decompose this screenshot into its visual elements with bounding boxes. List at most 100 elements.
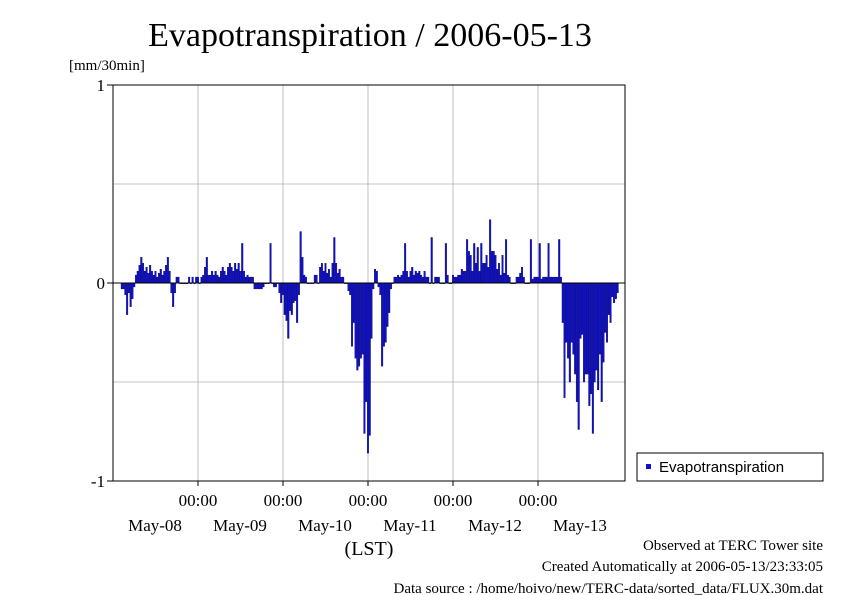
bar	[214, 270, 217, 284]
bar	[315, 274, 318, 284]
bar	[281, 282, 284, 296]
y-axis-unit: [mm/30min]	[69, 58, 145, 74]
bar	[560, 276, 562, 284]
bar	[361, 282, 364, 355]
bar	[563, 282, 566, 398]
bar	[519, 272, 522, 284]
bar	[299, 231, 302, 284]
bar	[466, 239, 469, 284]
bar	[328, 268, 330, 284]
bar	[363, 282, 366, 434]
bar	[537, 276, 539, 284]
bar	[172, 282, 175, 307]
bar	[305, 276, 307, 284]
bar	[515, 276, 518, 284]
bar	[220, 270, 222, 284]
x-date-tick-label: May-09	[213, 516, 267, 535]
x-time-tick-label: 00:00	[519, 491, 558, 510]
bar	[136, 270, 139, 284]
bar	[255, 282, 258, 290]
bar	[324, 263, 327, 284]
bar	[593, 282, 596, 383]
legend-label: Evapotranspiration	[659, 459, 784, 476]
bar	[122, 282, 125, 290]
legend-box	[636, 452, 824, 482]
bar	[598, 282, 601, 355]
x-time-tick-label: 00:00	[434, 491, 473, 510]
bar	[551, 276, 554, 284]
bar	[173, 282, 176, 294]
bar	[131, 282, 134, 299]
bar	[556, 276, 559, 284]
bar	[326, 272, 329, 284]
bar	[480, 243, 483, 284]
bar	[205, 257, 208, 284]
bar	[354, 282, 357, 359]
bar	[152, 274, 155, 284]
bar	[568, 282, 571, 383]
bar	[467, 251, 470, 284]
bar	[434, 276, 437, 284]
bar	[475, 263, 477, 284]
bar	[600, 282, 603, 402]
bar	[460, 268, 463, 284]
bar	[384, 282, 387, 343]
x-date-tick-label: May-13	[553, 516, 607, 535]
bar	[444, 243, 447, 284]
chart-title: Evapotranspiration / 2006-05-13	[148, 17, 592, 54]
bar	[230, 267, 233, 284]
bar	[195, 276, 198, 284]
y-tick-label: 1	[97, 76, 106, 95]
bar	[574, 282, 577, 375]
bar	[294, 282, 297, 301]
bar	[124, 282, 127, 296]
bar	[202, 274, 205, 284]
bar	[168, 270, 171, 284]
bar	[368, 282, 371, 436]
bar	[487, 267, 490, 284]
bar	[613, 282, 616, 303]
bar	[175, 276, 178, 284]
bar	[257, 282, 260, 290]
bar	[614, 282, 617, 299]
bar	[340, 276, 343, 284]
bar	[506, 274, 509, 284]
x-date-tick-label: May-10	[298, 516, 352, 535]
bar	[549, 276, 552, 284]
bar	[561, 282, 564, 323]
bar	[567, 282, 570, 359]
bar	[409, 270, 412, 284]
bar	[126, 282, 129, 315]
x-time-tick-label: 00:00	[179, 491, 218, 510]
bar	[498, 263, 500, 284]
bar	[395, 276, 398, 284]
bar	[606, 282, 608, 343]
bar	[150, 270, 153, 284]
bar	[446, 274, 449, 284]
bar	[473, 243, 476, 284]
x-time-tick-label: 00:00	[264, 491, 303, 510]
bar	[382, 282, 385, 347]
bar	[531, 278, 534, 284]
bar	[611, 282, 614, 298]
bar	[388, 282, 391, 313]
bar	[572, 282, 575, 355]
bar	[390, 282, 392, 290]
bar	[351, 282, 353, 347]
x-date-tick-label: May-12	[468, 516, 522, 535]
bar	[544, 276, 547, 284]
bar	[289, 282, 292, 311]
x-axis-ticks: 00:00 00:00 00:00 00:00 00:00 May-08 May-09 May…	[128, 481, 607, 535]
bar	[170, 282, 173, 294]
bar	[154, 270, 157, 284]
bar	[377, 282, 380, 288]
footer-site: Observed at TERC Tower site	[643, 538, 823, 554]
bar	[159, 268, 162, 284]
bar	[437, 276, 440, 284]
bar	[234, 263, 237, 284]
bar-series	[120, 219, 619, 454]
bar	[494, 255, 497, 284]
bar	[501, 255, 504, 284]
bar	[223, 270, 226, 284]
bar	[145, 267, 148, 284]
